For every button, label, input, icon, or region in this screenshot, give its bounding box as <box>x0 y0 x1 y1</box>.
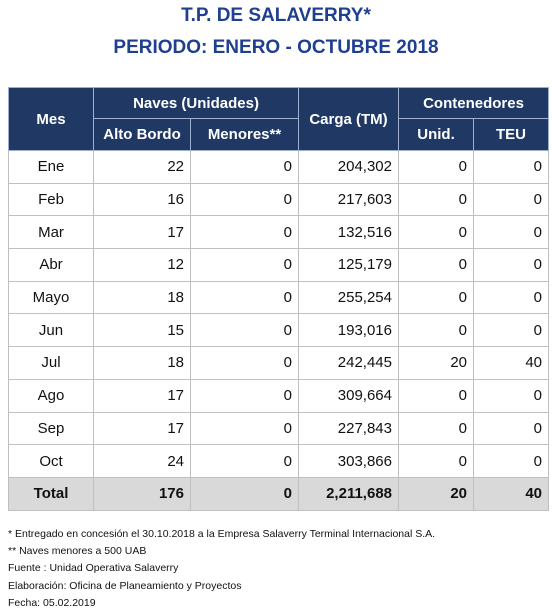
table-cell: 20 <box>398 346 474 380</box>
table-cell: 16 <box>93 182 191 217</box>
header-cell: Carga (TM) <box>298 87 399 151</box>
notes: * Entregado en concesión el 30.10.2018 a… <box>8 526 435 612</box>
table-cell: 18 <box>93 346 191 380</box>
table-cell: 0 <box>190 215 299 250</box>
table-cell: 204,302 <box>298 150 399 184</box>
table-cell: 242,445 <box>298 346 399 380</box>
table-cell: 217,603 <box>298 182 399 217</box>
table-row: Mar 17 0 132,516 0 0 <box>8 215 550 250</box>
table-cell: 0 <box>398 182 474 217</box>
header-cell: Naves (Unidades) <box>93 87 299 119</box>
note: Fuente : Unidad Operativa Salaverry <box>8 562 179 575</box>
table-cell: 0 <box>190 476 299 511</box>
table-cell: 0 <box>398 411 474 446</box>
table-cell: Oct <box>8 444 94 478</box>
table-cell: 227,843 <box>298 411 399 446</box>
table-cell: 0 <box>190 444 299 478</box>
table-row: Mayo 18 0 255,254 0 0 <box>8 280 550 315</box>
table-cell: Total <box>8 476 94 511</box>
table-cell: 0 <box>398 280 474 315</box>
table-cell: 309,664 <box>298 378 399 413</box>
subtitle: PERIODO: ENERO - OCTUBRE 2018 <box>113 37 439 58</box>
header-cell: TEU <box>472 118 550 151</box>
header-cell: Alto Bordo <box>93 118 191 151</box>
table-cell: 176 <box>93 476 191 511</box>
table-cell: Ene <box>8 150 94 184</box>
table-cell: 132,516 <box>298 215 399 250</box>
table-row: Sep 17 0 227,843 0 0 <box>8 411 550 446</box>
table-row: Ago 17 0 309,664 0 0 <box>8 378 550 413</box>
table-cell: 0 <box>472 248 550 282</box>
table-cell: 0 <box>398 150 474 184</box>
table-cell: 0 <box>190 182 299 217</box>
table-cell: 0 <box>398 378 474 413</box>
table-cell: Ago <box>8 378 94 413</box>
header-cell: Mes <box>8 87 94 151</box>
data-table: Mes Naves (Unidades) Carga (TM) Contened… <box>8 87 550 511</box>
table-cell: 17 <box>93 378 191 413</box>
table-cell: Feb <box>8 182 94 217</box>
table-cell: 0 <box>398 313 474 348</box>
table-cell: 0 <box>472 150 550 184</box>
table-cell: 255,254 <box>298 280 399 315</box>
table-cell: 0 <box>472 280 550 315</box>
note: * Entregado en concesión el 30.10.2018 a… <box>8 528 436 540</box>
table-cell: 0 <box>472 378 550 413</box>
table-cell: 0 <box>472 444 550 478</box>
table-cell: Mayo <box>8 280 94 315</box>
table-cell: 40 <box>472 476 550 511</box>
table-cell: 0 <box>472 215 550 250</box>
table-cell: 0 <box>190 346 299 380</box>
table-cell: 0 <box>472 182 550 217</box>
header-cell: Menores** <box>190 118 299 151</box>
table-row: Jul 18 0 242,445 20 40 <box>8 346 550 380</box>
table-cell: 0 <box>190 280 299 315</box>
table-cell: 22 <box>93 150 191 184</box>
header-cell: Contenedores <box>397 87 550 119</box>
title: T.P. DE SALAVERRY* <box>181 5 371 26</box>
table-row: Ene 22 0 204,302 0 0 <box>8 150 550 184</box>
note: Fecha: 05.02.2019 <box>8 596 96 609</box>
table-cell: 0 <box>190 313 299 348</box>
table-cell: Abr <box>8 248 94 282</box>
table-cell: Jul <box>8 346 94 380</box>
note: ** Naves menores a 500 UAB <box>8 545 147 558</box>
table-cell: 0 <box>190 378 299 413</box>
table-cell: 0 <box>190 411 299 446</box>
table-row: Total 176 0 2,211,688 20 40 <box>8 476 550 511</box>
table-cell: 17 <box>93 215 191 250</box>
table-cell: 0 <box>398 215 474 250</box>
table-row: Jun 15 0 193,016 0 0 <box>8 313 550 348</box>
table-cell: 12 <box>93 248 191 282</box>
table-cell: 193,016 <box>298 313 399 348</box>
header-cell: Unid. <box>398 118 474 151</box>
table-cell: 15 <box>93 313 191 348</box>
table-cell: 0 <box>398 444 474 478</box>
table-cell: 125,179 <box>298 248 399 282</box>
table-row: Abr 12 0 125,179 0 0 <box>8 248 550 282</box>
table-row: Oct 24 0 303,866 0 0 <box>8 444 550 478</box>
table-cell: 303,866 <box>298 444 399 478</box>
note: Elaboración: Oficina de Planeamiento y P… <box>8 579 242 592</box>
table-cell: Sep <box>8 411 94 446</box>
table-body: Ene 22 0 204,302 0 0 Feb 16 0 217,603 0 0 Mar 17 0 132,… <box>8 150 550 511</box>
table-cell: 2,211,688 <box>298 476 399 511</box>
table-row: Feb 16 0 217,603 0 0 <box>8 182 550 217</box>
table-cell: 40 <box>472 346 550 380</box>
table-cell: 0 <box>398 248 474 282</box>
table-cell: Jun <box>8 313 94 348</box>
table-cell: 18 <box>93 280 191 315</box>
table-cell: 17 <box>93 411 191 446</box>
table-cell: 0 <box>190 150 299 184</box>
table-cell: 0 <box>472 313 550 348</box>
table-cell: 20 <box>398 476 474 511</box>
table-cell: 24 <box>93 444 191 478</box>
table-cell: 0 <box>472 411 550 446</box>
table-cell: 0 <box>190 248 299 282</box>
table-cell: Mar <box>8 215 94 250</box>
